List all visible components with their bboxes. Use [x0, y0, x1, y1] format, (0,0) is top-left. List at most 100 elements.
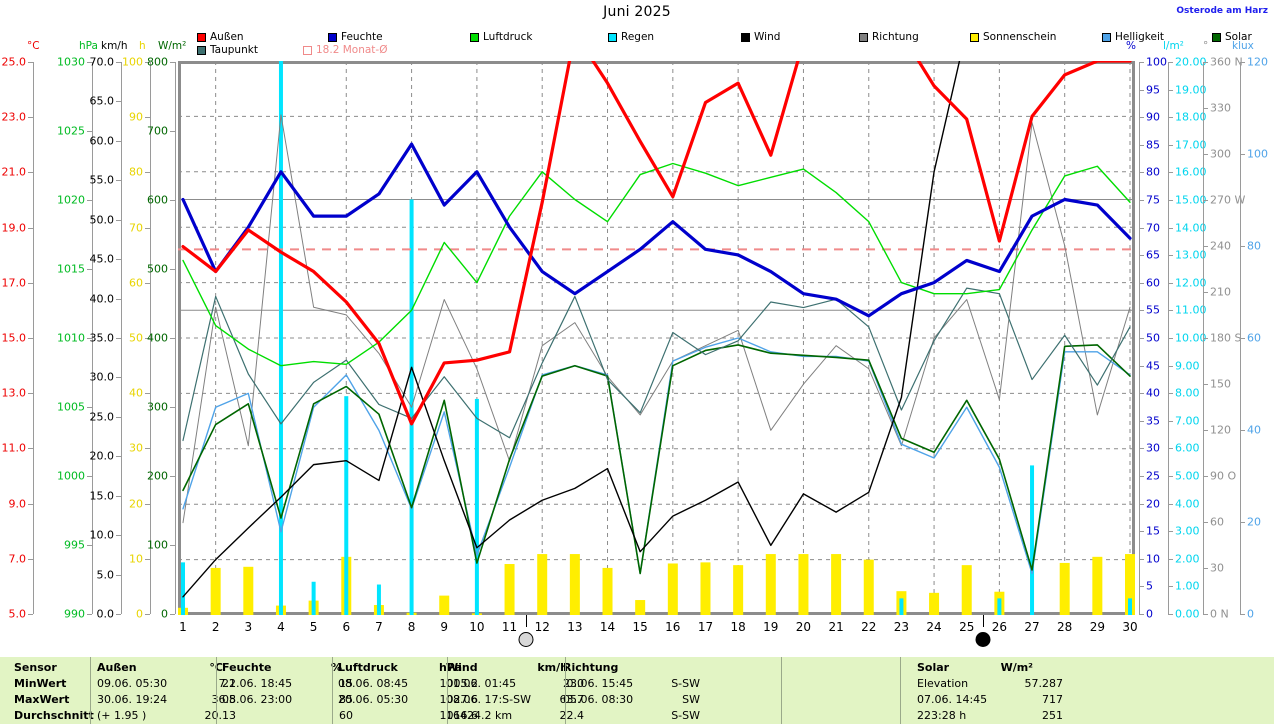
axis-tick-label: 85 [1146, 138, 1160, 152]
table-header-luftdruck: Luftdruck [338, 661, 398, 674]
table-cell-value: 717 [1042, 693, 1063, 706]
x-axis-label-day-29: 29 [1089, 620, 1105, 634]
axis-tick [1139, 89, 1144, 91]
axis-tick-label: 16.00 [1175, 165, 1207, 179]
axis-tick-label: 2.00 [1175, 552, 1200, 566]
axis-tick-label: 25.0 [89, 410, 115, 424]
axis-tick-label: 180 S [1210, 331, 1242, 345]
table-cell-time: (+ 1.95 ) [97, 709, 147, 722]
x-axis-label-day-13: 13 [567, 620, 583, 634]
axis-tick-label: 1015 [57, 262, 85, 276]
axis-tick [1203, 292, 1208, 293]
axis-tick-label: 0 N [1210, 607, 1229, 621]
axis-tick-label: 600 [147, 193, 168, 207]
axis-tick-label: 35.0 [89, 331, 115, 345]
axis-tick [116, 338, 121, 339]
table-cell-value: 22.4 [559, 709, 585, 722]
axis-tick [1168, 144, 1173, 146]
axis-tick [1168, 227, 1173, 229]
table-cell-value: 57.287 [1024, 677, 1064, 690]
axis-tick-label: 1010 [57, 331, 85, 345]
axis-tick-label: 11.00 [1175, 303, 1207, 317]
axis-tick [145, 614, 150, 615]
axis-tick [170, 614, 175, 615]
axis-tick [1139, 586, 1144, 588]
axis-tick [1139, 558, 1144, 560]
axis-tick-label: 100 [1247, 147, 1268, 161]
axis-tick-label: 55.0 [89, 173, 115, 187]
axis-tick [87, 269, 92, 270]
axis-tick [1168, 172, 1173, 174]
axis-ruler-right-2 [1203, 62, 1208, 615]
axis-tick [1168, 503, 1173, 505]
axis-ruler-left-0 [28, 62, 34, 615]
sunshine-bar [863, 559, 874, 615]
axis-tick [1240, 430, 1245, 431]
axis-tick [28, 282, 33, 284]
x-axis-label-day-7: 7 [375, 620, 383, 634]
axis-tick [116, 377, 121, 379]
x-axis-label-day-17: 17 [697, 620, 714, 634]
legend-item-richtung: Richtung [859, 31, 919, 43]
axis-tick-label: 15.00 [1175, 193, 1207, 207]
table-cell-value: 15 [339, 677, 353, 690]
axis-tick [1203, 246, 1208, 247]
legend-label: Solar [1225, 31, 1252, 43]
axis-tick [116, 614, 121, 615]
sunshine-bar [602, 567, 613, 615]
table-header-wind: Wind [446, 661, 478, 674]
table-cell-time: 01.06. 01:45 [446, 677, 517, 690]
axis-tick-label: 30 [129, 441, 143, 455]
axis-tick-label: 19.0 [1, 221, 27, 235]
rain-bar [344, 396, 349, 615]
axis-tick-label: 45.0 [89, 252, 115, 266]
x-axis-label-day-12: 12 [534, 620, 550, 634]
legend-swatch-icon [1102, 32, 1111, 42]
axis-tick [1203, 614, 1208, 615]
axis-tick-label: 240 [1210, 239, 1231, 253]
axis-tick [28, 172, 33, 174]
axis-tick [145, 448, 150, 450]
axis-tick-label: 40 [1146, 386, 1160, 400]
series-line-feuchte [181, 142, 1132, 318]
sunshine-bar [765, 554, 776, 615]
axis-tick-label: 90 O [1210, 469, 1237, 483]
table-cell-value: 1005.2 [439, 677, 479, 690]
x-axis-label-day-30: 30 [1122, 620, 1138, 634]
table-rowlabel-durchschnitt: Durchschnitt [14, 709, 94, 722]
axis-tick [28, 227, 33, 229]
axis-tick-label: 7.0 [8, 552, 27, 566]
axis-tick-label: 13.00 [1175, 248, 1207, 262]
axis-tick [116, 180, 121, 182]
axis-tick [1139, 310, 1144, 312]
axis-unit-hpa-left: hPa [79, 40, 98, 52]
axis-tick-label: 15.0 [89, 489, 115, 503]
x-axis-label-day-14: 14 [599, 620, 616, 634]
axis-tick-label: 60 [1210, 515, 1224, 529]
axis-tick [116, 574, 121, 576]
table-cell-value: 0.0 [566, 677, 585, 690]
axis-tick-label: 60 [1146, 276, 1160, 290]
legend-label: Feuchte [341, 31, 383, 43]
legend-item-feuchte: Feuchte [328, 31, 383, 43]
axis-tick [1168, 420, 1173, 422]
axis-tick [1139, 255, 1144, 257]
axis-tick-label: 0 [1146, 607, 1153, 621]
table-cell-value: S-SW [671, 677, 700, 690]
table-cell-value: 85 [339, 693, 353, 706]
table-cell-time: 05.06. 08:30 [563, 693, 634, 706]
axis-tick-label: 13.0 [1, 386, 27, 400]
axis-tick [1168, 586, 1173, 588]
axis-tick [87, 476, 92, 477]
axis-tick-label: 21.0 [1, 165, 27, 179]
axis-ruler-right-0 [1139, 62, 1144, 615]
axis-tick [145, 282, 150, 284]
axis-tick-label: 70 [1146, 221, 1160, 235]
axis-tick [1168, 282, 1173, 284]
axis-tick-label: 120 [1210, 423, 1231, 437]
x-axis-label-day-19: 19 [763, 620, 779, 634]
axis-tick [170, 269, 175, 270]
x-axis-label-day-18: 18 [730, 620, 746, 634]
moon-phase-tick [983, 615, 985, 627]
rain-bar [997, 598, 1002, 615]
